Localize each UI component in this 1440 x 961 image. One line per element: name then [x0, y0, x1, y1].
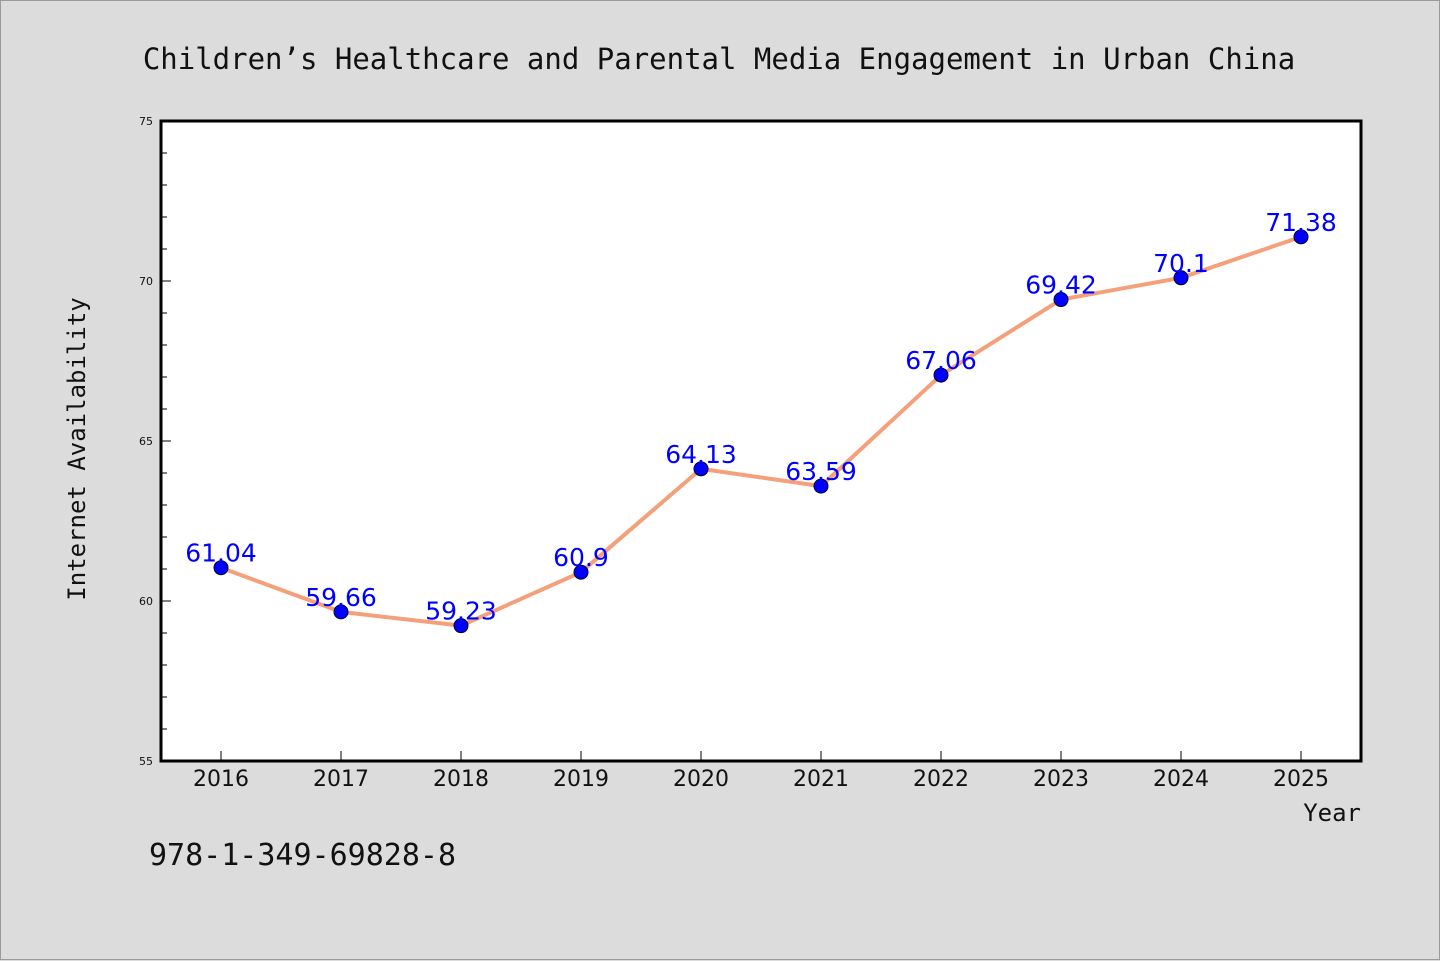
x-tick-label: 2016: [193, 767, 249, 792]
data-point: [1173, 270, 1189, 286]
plot-area: [159, 119, 1363, 763]
x-tick-label: 2024: [1153, 767, 1209, 792]
y-tick-label: 65: [139, 435, 153, 448]
x-tick-label: 2018: [433, 767, 489, 792]
x-axis-ticks: 2016 2017 2018 2019 2020 2021 2022 2023 2024 2025: [193, 751, 1329, 792]
data-label: 70.1: [1153, 249, 1209, 278]
y-tick-label: 70: [139, 275, 153, 288]
data-label: 60.9: [553, 543, 609, 572]
x-tick-label: 2025: [1273, 767, 1329, 792]
x-tick-label: 2019: [553, 767, 609, 792]
data-point: [333, 604, 349, 620]
data-point: [1053, 292, 1069, 308]
data-point: [933, 367, 949, 383]
data-point: [813, 478, 829, 494]
y-axis-ticks: 55 60 65 70 75: [139, 115, 171, 768]
x-tick-label: 2020: [673, 767, 729, 792]
data-label: 69.42: [1025, 271, 1097, 300]
x-axis-label: Year: [1303, 799, 1361, 827]
y-tick-label: 60: [139, 595, 153, 608]
y-tick-label: 75: [139, 115, 153, 128]
y-axis-label: Internet Availability: [63, 297, 91, 600]
data-label: 59.23: [425, 597, 497, 626]
data-label: 61.04: [185, 539, 257, 568]
data-point: [693, 461, 709, 477]
data-label: 59.66: [305, 583, 377, 612]
data-point: [213, 560, 229, 576]
data-point: [453, 618, 469, 634]
footer-identifier: 978-1-349-69828-8: [149, 838, 456, 873]
series-line: [219, 234, 1303, 628]
data-label: 64.13: [665, 440, 737, 469]
x-tick-label: 2023: [1033, 767, 1089, 792]
data-point: [573, 564, 589, 580]
data-label: 71.38: [1265, 208, 1337, 237]
x-tick-label: 2022: [913, 767, 969, 792]
x-tick-label: 2021: [793, 767, 849, 792]
x-tick-label: 2017: [313, 767, 369, 792]
data-label: 63.59: [785, 457, 857, 486]
data-label: 67.06: [905, 346, 977, 375]
chart-title: Children’s Healthcare and Parental Media…: [143, 42, 1295, 76]
y-tick-label: 55: [139, 755, 153, 768]
data-point: [1293, 229, 1309, 245]
series-layer: 61.04 59.66 59.23 60.9 64.13 63.59 67.06 69.42 7…: [185, 208, 1337, 634]
